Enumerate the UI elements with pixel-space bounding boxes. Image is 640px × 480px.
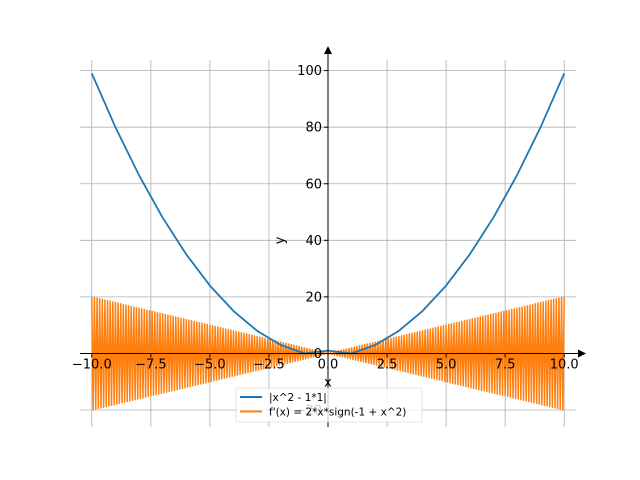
x-axis-arrow-icon [578,349,586,358]
legend-label-series-2: f'(x) = 2*x*sign(-1 + x^2) [269,407,406,419]
legend-label-series-1: |x^2 - 1*1| [269,392,327,404]
x-tick-label-7: 7.5 [495,357,516,372]
x-axis-label: x [324,375,332,390]
y-tick-label-6: 100 [297,64,322,79]
y-axis-arrow-icon [324,46,332,54]
x-tick-label-8: 10.0 [550,357,579,372]
y-tick-label-4: 60 [305,177,322,192]
x-tick-label-6: 5.0 [436,357,457,372]
y-tick-label-1: 0 [314,347,322,362]
x-tick-label-4: 0.0 [318,357,339,372]
tick-labels: −10.0−7.5−5.0−2.50.02.55.07.510.0−200204… [72,64,579,418]
y-axis-label: y [273,236,288,244]
y-tick-label-2: 20 [305,290,322,305]
x-tick-label-5: 2.5 [377,357,398,372]
y-tick-label-3: 40 [305,234,322,249]
x-tick-label-0: −10.0 [72,357,112,372]
y-tick-label-5: 80 [305,121,322,136]
x-tick-label-2: −5.0 [194,357,226,372]
legend-box [235,387,423,423]
x-tick-label-3: −2.5 [253,357,285,372]
legend: |x^2 - 1*1| f'(x) = 2*x*sign(-1 + x^2) [235,387,423,423]
x-tick-label-1: −7.5 [135,357,167,372]
